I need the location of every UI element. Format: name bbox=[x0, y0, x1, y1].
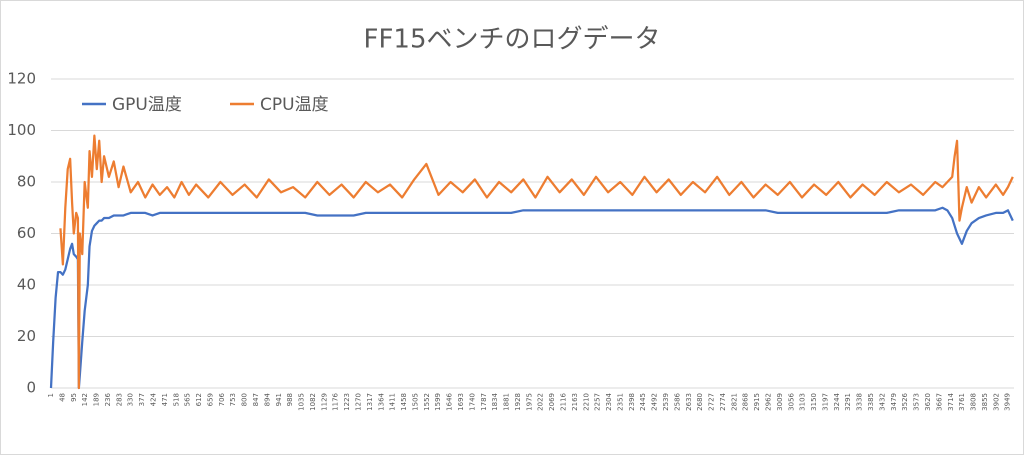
x-tick-label: 424 bbox=[150, 392, 158, 406]
x-tick-label: 2163 bbox=[571, 393, 579, 411]
y-tick-label: 80 bbox=[17, 173, 36, 191]
x-tick-label: 2586 bbox=[673, 392, 681, 410]
x-tick-label: 2821 bbox=[730, 393, 738, 411]
x-tick-label: 2351 bbox=[616, 393, 624, 411]
x-tick-label: 1317 bbox=[366, 393, 374, 411]
x-tick-label: 3667 bbox=[935, 393, 943, 411]
x-tick-label: 3291 bbox=[844, 393, 852, 411]
x-tick-label: 1975 bbox=[525, 393, 533, 411]
x-tick-label: 2727 bbox=[708, 393, 716, 411]
x-tick-label: 706 bbox=[218, 392, 226, 406]
y-tick-label: 100 bbox=[7, 121, 36, 139]
x-tick-label: 2915 bbox=[753, 393, 761, 411]
x-tick-label: 3385 bbox=[867, 393, 875, 411]
x-tick-label: 377 bbox=[138, 393, 146, 406]
x-tick-label: 3902 bbox=[992, 393, 1000, 411]
x-tick-label: 2069 bbox=[548, 393, 556, 411]
x-tick-label: 2539 bbox=[662, 393, 670, 411]
x-tick-label: 1035 bbox=[298, 393, 306, 411]
chart-title: FF15ベンチのログデータ bbox=[364, 25, 661, 55]
x-tick-label: 1411 bbox=[389, 393, 397, 411]
x-tick-label: 48 bbox=[58, 393, 66, 402]
x-tick-label: 2257 bbox=[594, 393, 602, 411]
x-tick-label: 3479 bbox=[890, 393, 898, 411]
x-tick-label: 142 bbox=[81, 393, 89, 406]
x-tick-label: 2210 bbox=[582, 393, 590, 411]
x-tick-label: 1505 bbox=[411, 393, 419, 411]
x-tick-label: 1270 bbox=[355, 393, 363, 411]
x-tick-label: 2633 bbox=[685, 393, 693, 411]
x-tick-label: 612 bbox=[195, 393, 203, 406]
x-tick-label: 3338 bbox=[856, 393, 864, 411]
x-tick-label: 1928 bbox=[514, 393, 522, 411]
x-tick-label: 471 bbox=[161, 393, 169, 406]
x-tick-label: 2962 bbox=[765, 393, 773, 411]
x-tick-label: 1458 bbox=[400, 393, 408, 411]
x-tick-label: 1599 bbox=[434, 393, 442, 411]
y-tick-label: 40 bbox=[17, 276, 36, 294]
x-tick-label: 3244 bbox=[833, 392, 841, 410]
x-tick-label: 3761 bbox=[958, 393, 966, 411]
x-tick-label: 800 bbox=[241, 393, 249, 406]
x-tick-label: 2398 bbox=[628, 393, 636, 411]
x-tick-label: 1787 bbox=[480, 393, 488, 411]
x-tick-label: 1223 bbox=[343, 393, 351, 411]
legend-label: GPU温度 bbox=[112, 95, 182, 115]
x-tick-label: 894 bbox=[263, 392, 271, 406]
x-tick-label: 330 bbox=[127, 393, 135, 406]
y-tick-label: 60 bbox=[17, 224, 36, 242]
legend-label: CPU温度 bbox=[260, 95, 329, 115]
x-tick-label: 1693 bbox=[457, 393, 465, 411]
x-tick-label: 236 bbox=[104, 392, 112, 406]
x-tick-label: 1082 bbox=[309, 393, 317, 411]
x-tick-label: 3103 bbox=[799, 393, 807, 411]
x-tick-label: 518 bbox=[172, 393, 180, 406]
x-tick-label: 2774 bbox=[719, 392, 727, 410]
x-tick-label: 3620 bbox=[924, 393, 932, 411]
x-tick-label: 1646 bbox=[446, 392, 454, 410]
x-tick-label: 2445 bbox=[639, 393, 647, 411]
x-tick-label: 1740 bbox=[468, 393, 476, 411]
x-tick-label: 2022 bbox=[537, 393, 545, 411]
x-tick-label: 1364 bbox=[377, 392, 385, 410]
x-tick-label: 847 bbox=[252, 393, 260, 406]
y-tick-label: 20 bbox=[17, 327, 36, 345]
x-tick-label: 1129 bbox=[320, 393, 328, 411]
x-tick-label: 2680 bbox=[696, 393, 704, 411]
x-tick-label: 189 bbox=[93, 393, 101, 406]
x-tick-label: 565 bbox=[184, 393, 192, 406]
x-tick-label: 3056 bbox=[787, 392, 795, 410]
x-tick-label: 3949 bbox=[1004, 393, 1012, 411]
x-tick-label: 283 bbox=[115, 393, 123, 406]
x-tick-label: 2116 bbox=[560, 392, 568, 410]
x-tick-label: 753 bbox=[229, 393, 237, 406]
x-tick-label: 3808 bbox=[970, 393, 978, 411]
x-tick-label: 2868 bbox=[742, 393, 750, 411]
x-tick-label: 3009 bbox=[776, 393, 784, 411]
x-tick-label: 1834 bbox=[491, 392, 499, 410]
series-line bbox=[49, 206, 1014, 390]
x-tick-label: 2492 bbox=[651, 393, 659, 411]
y-tick-label: 120 bbox=[7, 70, 36, 88]
x-tick-label: 3855 bbox=[981, 393, 989, 411]
x-tick-label: 941 bbox=[275, 393, 283, 406]
x-tick-label: 1552 bbox=[423, 393, 431, 411]
x-tick-label: 1176 bbox=[332, 392, 340, 410]
x-tick-label: 3432 bbox=[878, 393, 886, 411]
x-tick-label: 659 bbox=[206, 393, 214, 406]
x-tick-label: 3150 bbox=[810, 393, 818, 411]
x-tick-label: 1 bbox=[47, 393, 55, 397]
x-tick-label: 3197 bbox=[821, 393, 829, 411]
x-tick-label: 95 bbox=[70, 393, 78, 402]
x-tick-label: 3526 bbox=[901, 392, 909, 410]
x-tick-label: 3714 bbox=[947, 392, 955, 410]
y-tick-label: 0 bbox=[26, 379, 36, 397]
x-tick-label: 988 bbox=[286, 393, 294, 406]
x-tick-label: 3573 bbox=[913, 393, 921, 411]
x-tick-label: 2304 bbox=[605, 392, 613, 410]
series-line bbox=[59, 134, 1014, 390]
x-tick-label: 1881 bbox=[503, 393, 511, 411]
